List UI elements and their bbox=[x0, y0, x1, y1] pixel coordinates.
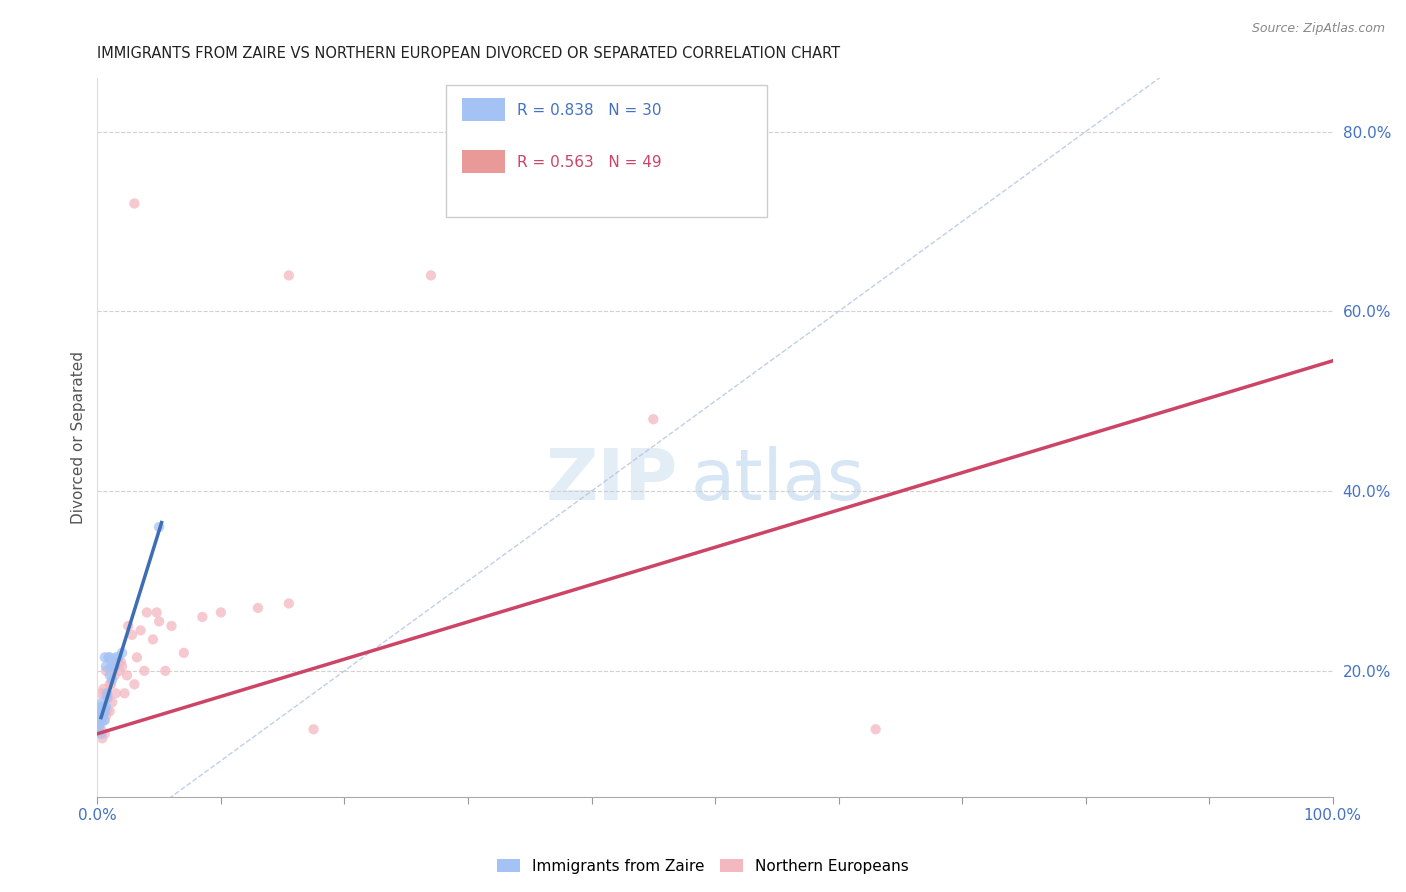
Point bbox=[91, 695, 114, 709]
Point bbox=[87, 718, 110, 732]
Point bbox=[97, 650, 120, 665]
Point bbox=[89, 713, 111, 727]
Point bbox=[87, 723, 110, 737]
Point bbox=[96, 704, 118, 718]
Point bbox=[91, 708, 114, 723]
Y-axis label: Divorced or Separated: Divorced or Separated bbox=[72, 351, 86, 524]
Text: ZIP: ZIP bbox=[546, 446, 678, 515]
Point bbox=[148, 615, 170, 629]
Point bbox=[101, 695, 124, 709]
Point bbox=[90, 713, 112, 727]
Point bbox=[246, 601, 269, 615]
Point bbox=[104, 650, 127, 665]
Point bbox=[104, 686, 127, 700]
Point bbox=[94, 704, 117, 718]
Point bbox=[93, 699, 115, 714]
Point bbox=[121, 628, 143, 642]
Point bbox=[90, 723, 112, 737]
Point bbox=[100, 677, 122, 691]
Point bbox=[93, 713, 115, 727]
Point bbox=[98, 677, 121, 691]
Point bbox=[108, 664, 131, 678]
Point bbox=[94, 664, 117, 678]
Point bbox=[107, 650, 129, 665]
Point bbox=[419, 268, 441, 283]
Bar bbox=[461, 98, 505, 120]
Point bbox=[160, 619, 183, 633]
Point bbox=[93, 704, 115, 718]
Point bbox=[125, 650, 148, 665]
Point bbox=[129, 624, 152, 638]
Text: R = 0.838   N = 30: R = 0.838 N = 30 bbox=[517, 103, 662, 119]
Point bbox=[134, 664, 156, 678]
Point bbox=[103, 659, 125, 673]
Point bbox=[98, 668, 121, 682]
Point bbox=[104, 668, 127, 682]
Point bbox=[111, 646, 134, 660]
Text: Source: ZipAtlas.com: Source: ZipAtlas.com bbox=[1251, 22, 1385, 36]
Point bbox=[643, 412, 665, 426]
Point bbox=[94, 686, 117, 700]
Point bbox=[135, 606, 157, 620]
Point bbox=[89, 713, 111, 727]
Point bbox=[865, 723, 887, 737]
Point bbox=[105, 655, 128, 669]
Point bbox=[107, 655, 129, 669]
Point bbox=[155, 664, 177, 678]
Point bbox=[90, 699, 112, 714]
Legend: Immigrants from Zaire, Northern Europeans: Immigrants from Zaire, Northern European… bbox=[491, 853, 915, 880]
Point bbox=[148, 520, 170, 534]
Text: IMMIGRANTS FROM ZAIRE VS NORTHERN EUROPEAN DIVORCED OR SEPARATED CORRELATION CHA: IMMIGRANTS FROM ZAIRE VS NORTHERN EUROPE… bbox=[97, 46, 841, 62]
Point bbox=[94, 650, 117, 665]
Point bbox=[111, 659, 134, 673]
Point bbox=[115, 668, 138, 682]
Point bbox=[94, 713, 117, 727]
Point bbox=[94, 659, 117, 673]
Point bbox=[110, 655, 132, 669]
Point bbox=[98, 650, 121, 665]
Point bbox=[101, 673, 124, 687]
Point bbox=[97, 690, 120, 705]
Text: atlas: atlas bbox=[690, 446, 865, 515]
Point bbox=[90, 686, 112, 700]
Bar bbox=[461, 150, 505, 172]
Point bbox=[302, 723, 325, 737]
Point bbox=[93, 681, 115, 696]
Point bbox=[117, 619, 139, 633]
Point bbox=[209, 606, 232, 620]
Point bbox=[93, 704, 115, 718]
Point bbox=[94, 708, 117, 723]
Point bbox=[98, 704, 121, 718]
Point bbox=[114, 686, 136, 700]
Point bbox=[94, 699, 117, 714]
Point bbox=[89, 704, 111, 718]
Point bbox=[100, 659, 122, 673]
Point bbox=[104, 659, 127, 673]
Point bbox=[96, 686, 118, 700]
Point bbox=[277, 268, 299, 283]
Point bbox=[89, 718, 111, 732]
Point bbox=[91, 704, 114, 718]
Point bbox=[124, 196, 146, 211]
Point bbox=[173, 646, 195, 660]
Text: R = 0.563   N = 49: R = 0.563 N = 49 bbox=[517, 155, 662, 170]
Point bbox=[91, 731, 114, 746]
Point bbox=[96, 690, 118, 705]
Point bbox=[145, 606, 167, 620]
Point bbox=[142, 632, 165, 647]
Point bbox=[191, 610, 214, 624]
Point bbox=[124, 677, 146, 691]
Point bbox=[94, 727, 117, 741]
Point bbox=[91, 704, 114, 718]
Point bbox=[90, 727, 112, 741]
FancyBboxPatch shape bbox=[446, 85, 766, 217]
Point bbox=[277, 597, 299, 611]
